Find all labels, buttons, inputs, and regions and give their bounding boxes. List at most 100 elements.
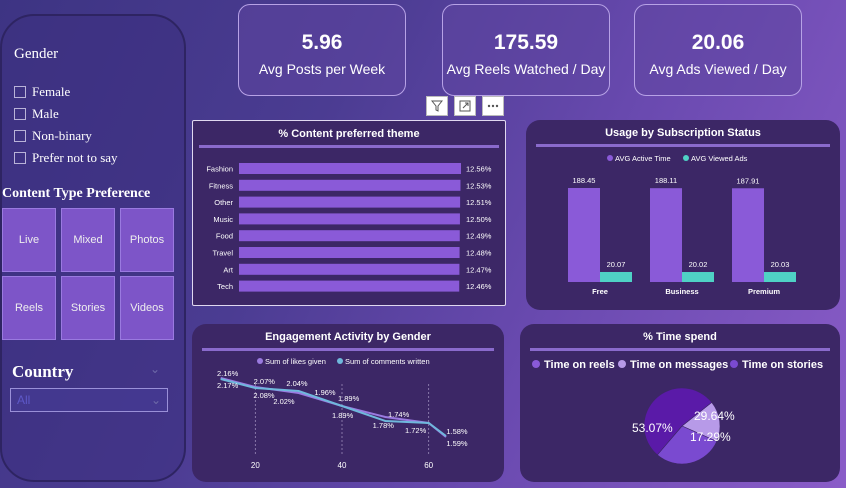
- pie-slice: [681, 401, 721, 442]
- checkbox[interactable]: [14, 86, 26, 98]
- legend-marker: [532, 360, 540, 368]
- content-type-tile-reels[interactable]: Reels: [2, 276, 56, 340]
- legend-marker: [337, 358, 343, 364]
- data-label: 20.02: [689, 260, 708, 269]
- series-line: [220, 378, 447, 437]
- legend-label: Time on reels: [544, 359, 615, 371]
- bar-active-time: [732, 188, 764, 282]
- kpi-label: Avg Ads Viewed / Day: [649, 61, 787, 77]
- data-label: 1.78%: [373, 421, 395, 430]
- bar-viewed-ads: [600, 271, 632, 282]
- kpi-card-ads: 20.06 Avg Ads Viewed / Day: [634, 4, 802, 96]
- category-label: Tech: [217, 282, 233, 291]
- kpi-value: 20.06: [691, 31, 745, 54]
- checkbox[interactable]: [14, 108, 26, 120]
- country-slicer-title: Country: [12, 362, 74, 381]
- pie-slice: [643, 387, 713, 456]
- content-type-tile-photos[interactable]: Photos: [120, 208, 174, 272]
- time-spend-panel[interactable]: % Time spend Time on reels Time on messag…: [520, 324, 840, 482]
- data-label: 12.48%: [466, 249, 492, 258]
- chevron-down-icon: ⌄: [150, 393, 161, 407]
- data-label: 1.89%: [338, 394, 360, 403]
- focus-mode-button[interactable]: [454, 96, 476, 116]
- gender-option-male[interactable]: Male: [14, 106, 59, 122]
- legend-marker: [607, 155, 613, 161]
- gender-option-non-binary[interactable]: Non-binary: [14, 128, 92, 144]
- data-label: 12.47%: [466, 265, 492, 274]
- content-type-tile-stories[interactable]: Stories: [61, 276, 115, 340]
- bar: [239, 196, 461, 208]
- category-label: Fitness: [209, 181, 233, 190]
- data-label: 53.07%: [632, 421, 673, 435]
- data-label: 12.50%: [466, 215, 492, 224]
- more-options-button[interactable]: [482, 96, 504, 116]
- checkbox-label: Non-binary: [32, 128, 92, 143]
- gender-slicer-title: Gender: [14, 46, 59, 62]
- checkbox[interactable]: [14, 130, 26, 142]
- data-label: 12.49%: [466, 232, 492, 241]
- data-label: 2.16%: [217, 369, 239, 378]
- legend-label: AVG Viewed Ads: [691, 154, 748, 163]
- data-label: 17.29%: [690, 430, 731, 444]
- bar-viewed-ads: [682, 272, 714, 282]
- subscription-panel[interactable]: Usage by Subscription Status AVG Active …: [526, 120, 840, 310]
- country-dropdown-value: All: [17, 393, 31, 407]
- legend-label: Time on messages: [630, 359, 728, 371]
- panel-divider: [202, 348, 494, 351]
- data-label: 2.04%: [286, 379, 308, 388]
- filter-button[interactable]: [426, 96, 448, 116]
- content-theme-chart: Fashion 12.56% Fitness 12.53% Other 12.51% Mus…: [206, 163, 492, 292]
- data-label: 1.59%: [446, 439, 468, 448]
- content-type-slicer-title: Content Type Preference: [2, 186, 151, 201]
- data-label: 29.64%: [694, 409, 735, 423]
- panel-divider: [536, 144, 830, 147]
- data-label: 1.72%: [405, 426, 427, 435]
- legend-label: AVG Active Time: [615, 154, 671, 163]
- legend-marker: [730, 360, 738, 368]
- bar-viewed-ads: [764, 272, 796, 282]
- kpi-card-reels: 175.59 Avg Reels Watched / Day: [442, 4, 610, 96]
- category-label: Fashion: [206, 165, 233, 174]
- legend-label: Sum of likes given: [265, 357, 326, 366]
- bar: [239, 179, 461, 191]
- time-spend-title: % Time spend: [643, 331, 717, 343]
- data-label: 187.91: [737, 176, 760, 185]
- kpi-label: Avg Posts per Week: [258, 61, 386, 77]
- data-label: 1.96%: [314, 388, 336, 397]
- engagement-panel[interactable]: Engagement Activity by Gender Sum of lik…: [192, 324, 504, 482]
- legend-label: Time on stories: [742, 359, 823, 371]
- checkbox-label: Prefer not to say: [32, 150, 118, 165]
- gender-option-prefer-not-to-say[interactable]: Prefer not to say: [14, 150, 118, 166]
- category-label: Premium: [748, 287, 780, 296]
- x-tick-label: 60: [424, 461, 433, 470]
- bar: [239, 213, 460, 225]
- category-label: Other: [214, 198, 233, 207]
- x-tick-label: 20: [251, 461, 260, 470]
- chevron-down-icon[interactable]: ⌄: [150, 362, 161, 376]
- bar: [239, 263, 460, 275]
- x-tick-label: 40: [338, 461, 347, 470]
- data-label: 12.53%: [466, 181, 492, 190]
- content-type-tile-mixed[interactable]: Mixed: [61, 208, 115, 272]
- data-label: 12.46%: [466, 282, 492, 291]
- content-type-tile-live[interactable]: Live: [2, 208, 56, 272]
- focus-mode-icon: [459, 100, 471, 112]
- content-theme-panel[interactable]: % Content preferred theme Fashion 12.56% F…: [192, 120, 506, 306]
- checkbox[interactable]: [14, 152, 26, 164]
- category-label: Music: [213, 215, 233, 224]
- kpi-value: 5.96: [301, 31, 343, 54]
- category-label: Free: [592, 287, 608, 296]
- content-type-tile-videos[interactable]: Videos: [120, 276, 174, 340]
- kpi-label: Avg Reels Watched / Day: [446, 61, 606, 77]
- category-label: Travel: [212, 249, 233, 258]
- legend-marker: [683, 155, 689, 161]
- country-dropdown[interactable]: All ⌄: [10, 388, 168, 412]
- bar: [239, 247, 460, 258]
- data-label: 12.51%: [466, 198, 492, 207]
- data-label: 2.07%: [254, 377, 276, 386]
- legend-marker: [618, 360, 626, 368]
- panel-divider: [199, 145, 499, 148]
- gender-option-female[interactable]: Female: [14, 84, 70, 100]
- data-label: 2.17%: [217, 381, 239, 390]
- bar: [239, 230, 460, 242]
